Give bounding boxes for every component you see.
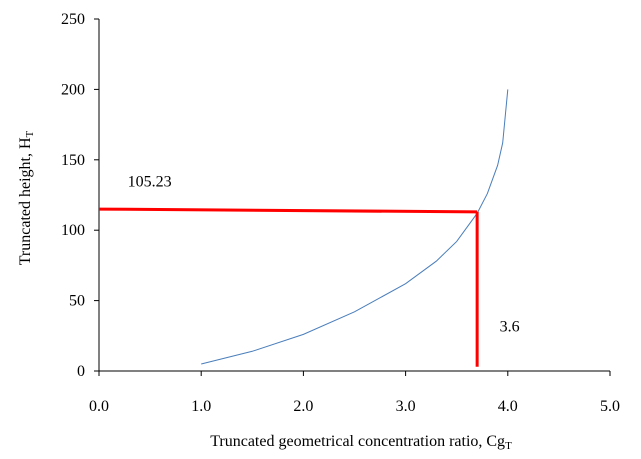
y-axis-title-subscript: T xyxy=(24,130,36,137)
y-tick-label: 0 xyxy=(77,363,85,380)
x-ticks: 0.0 1.0 2.0 3.0 4.0 5.0 xyxy=(89,371,620,415)
y-ticks: 0 50 100 150 200 250 xyxy=(61,11,99,380)
x-tick-label: 5.0 xyxy=(600,398,620,415)
x-axis-title-subscript: T xyxy=(505,440,512,452)
y-tick-label: 50 xyxy=(69,293,85,310)
axes xyxy=(98,19,610,372)
x-tick-label: 0.0 xyxy=(89,398,109,415)
x-tick-label: 2.0 xyxy=(293,398,313,415)
x-axis-title: Truncated geometrical concentration rati… xyxy=(210,433,512,452)
x-axis-title-text: Truncated geometrical concentration rati… xyxy=(210,433,505,450)
x-tick-label: 4.0 xyxy=(498,398,518,415)
series-line xyxy=(201,89,509,365)
y-axis-title-text: Truncated height, H xyxy=(17,137,34,265)
annotation-layer: 105.23 3.6 xyxy=(98,174,520,367)
y-tick-label: 100 xyxy=(61,222,85,239)
series-layer xyxy=(201,89,509,365)
annotation-label: 3.6 xyxy=(500,319,520,336)
y-tick-label: 200 xyxy=(61,81,85,98)
x-tick-label: 3.0 xyxy=(396,398,416,415)
annotation-label: 105.23 xyxy=(128,174,172,191)
y-axis-title: Truncated height, HT xyxy=(17,130,36,265)
x-tick-label: 1.0 xyxy=(191,398,211,415)
annotation-line xyxy=(98,207,478,214)
y-tick-label: 150 xyxy=(61,152,85,169)
y-tick-label: 250 xyxy=(61,11,85,28)
